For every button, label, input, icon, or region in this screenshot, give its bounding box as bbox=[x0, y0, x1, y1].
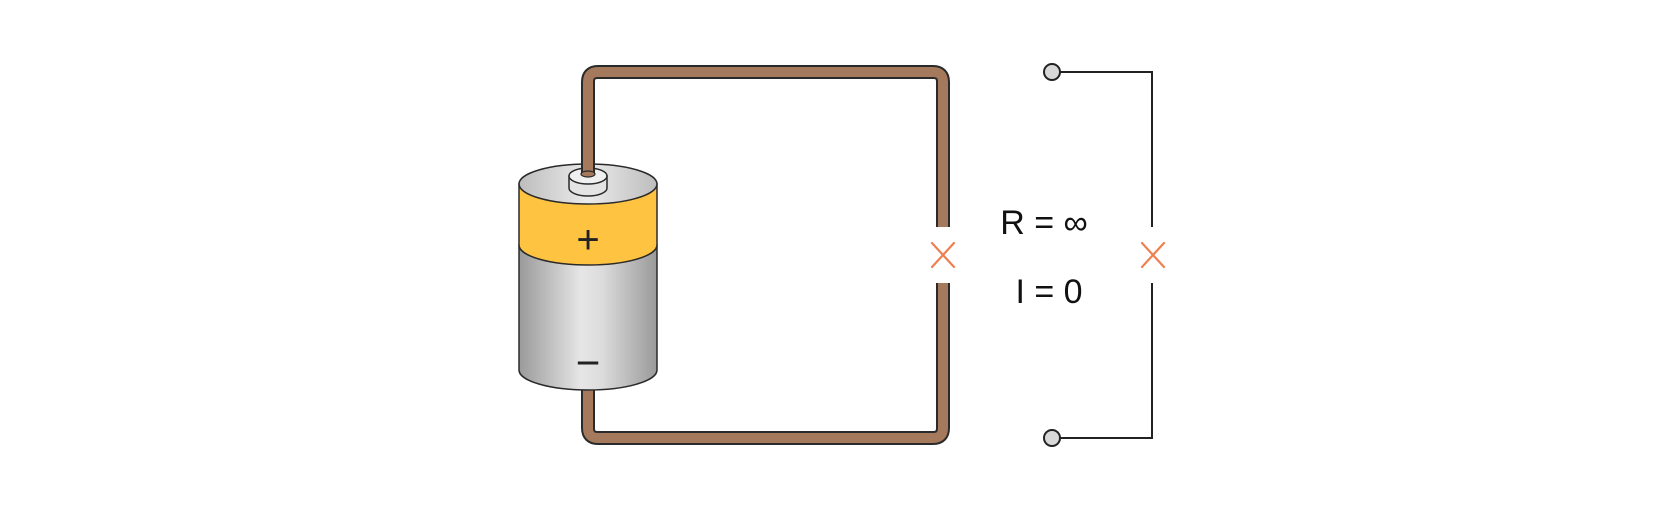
positive-sign: + bbox=[576, 218, 599, 262]
terminal-circle-icon-bottom bbox=[1043, 429, 1061, 447]
terminal-circle-icon-top bbox=[1043, 63, 1061, 81]
break-cross-icon-left bbox=[930, 241, 956, 269]
schematic-bottom-line bbox=[1052, 283, 1153, 439]
schematic-open-circuit bbox=[1052, 71, 1153, 439]
current-label: I = 0 bbox=[1015, 273, 1082, 311]
battery-body bbox=[518, 244, 658, 391]
battery-positive-band bbox=[518, 183, 658, 266]
break-cross-icon-right bbox=[1140, 241, 1166, 269]
battery-wire-lead bbox=[580, 150, 596, 178]
negative-sign: − bbox=[576, 339, 601, 386]
schematic-top-line bbox=[1052, 71, 1153, 227]
battery: + − bbox=[518, 150, 658, 391]
wire-bottom bbox=[581, 283, 950, 445]
wire-top bbox=[581, 65, 950, 227]
resistance-label: R = ∞ bbox=[1000, 204, 1088, 242]
